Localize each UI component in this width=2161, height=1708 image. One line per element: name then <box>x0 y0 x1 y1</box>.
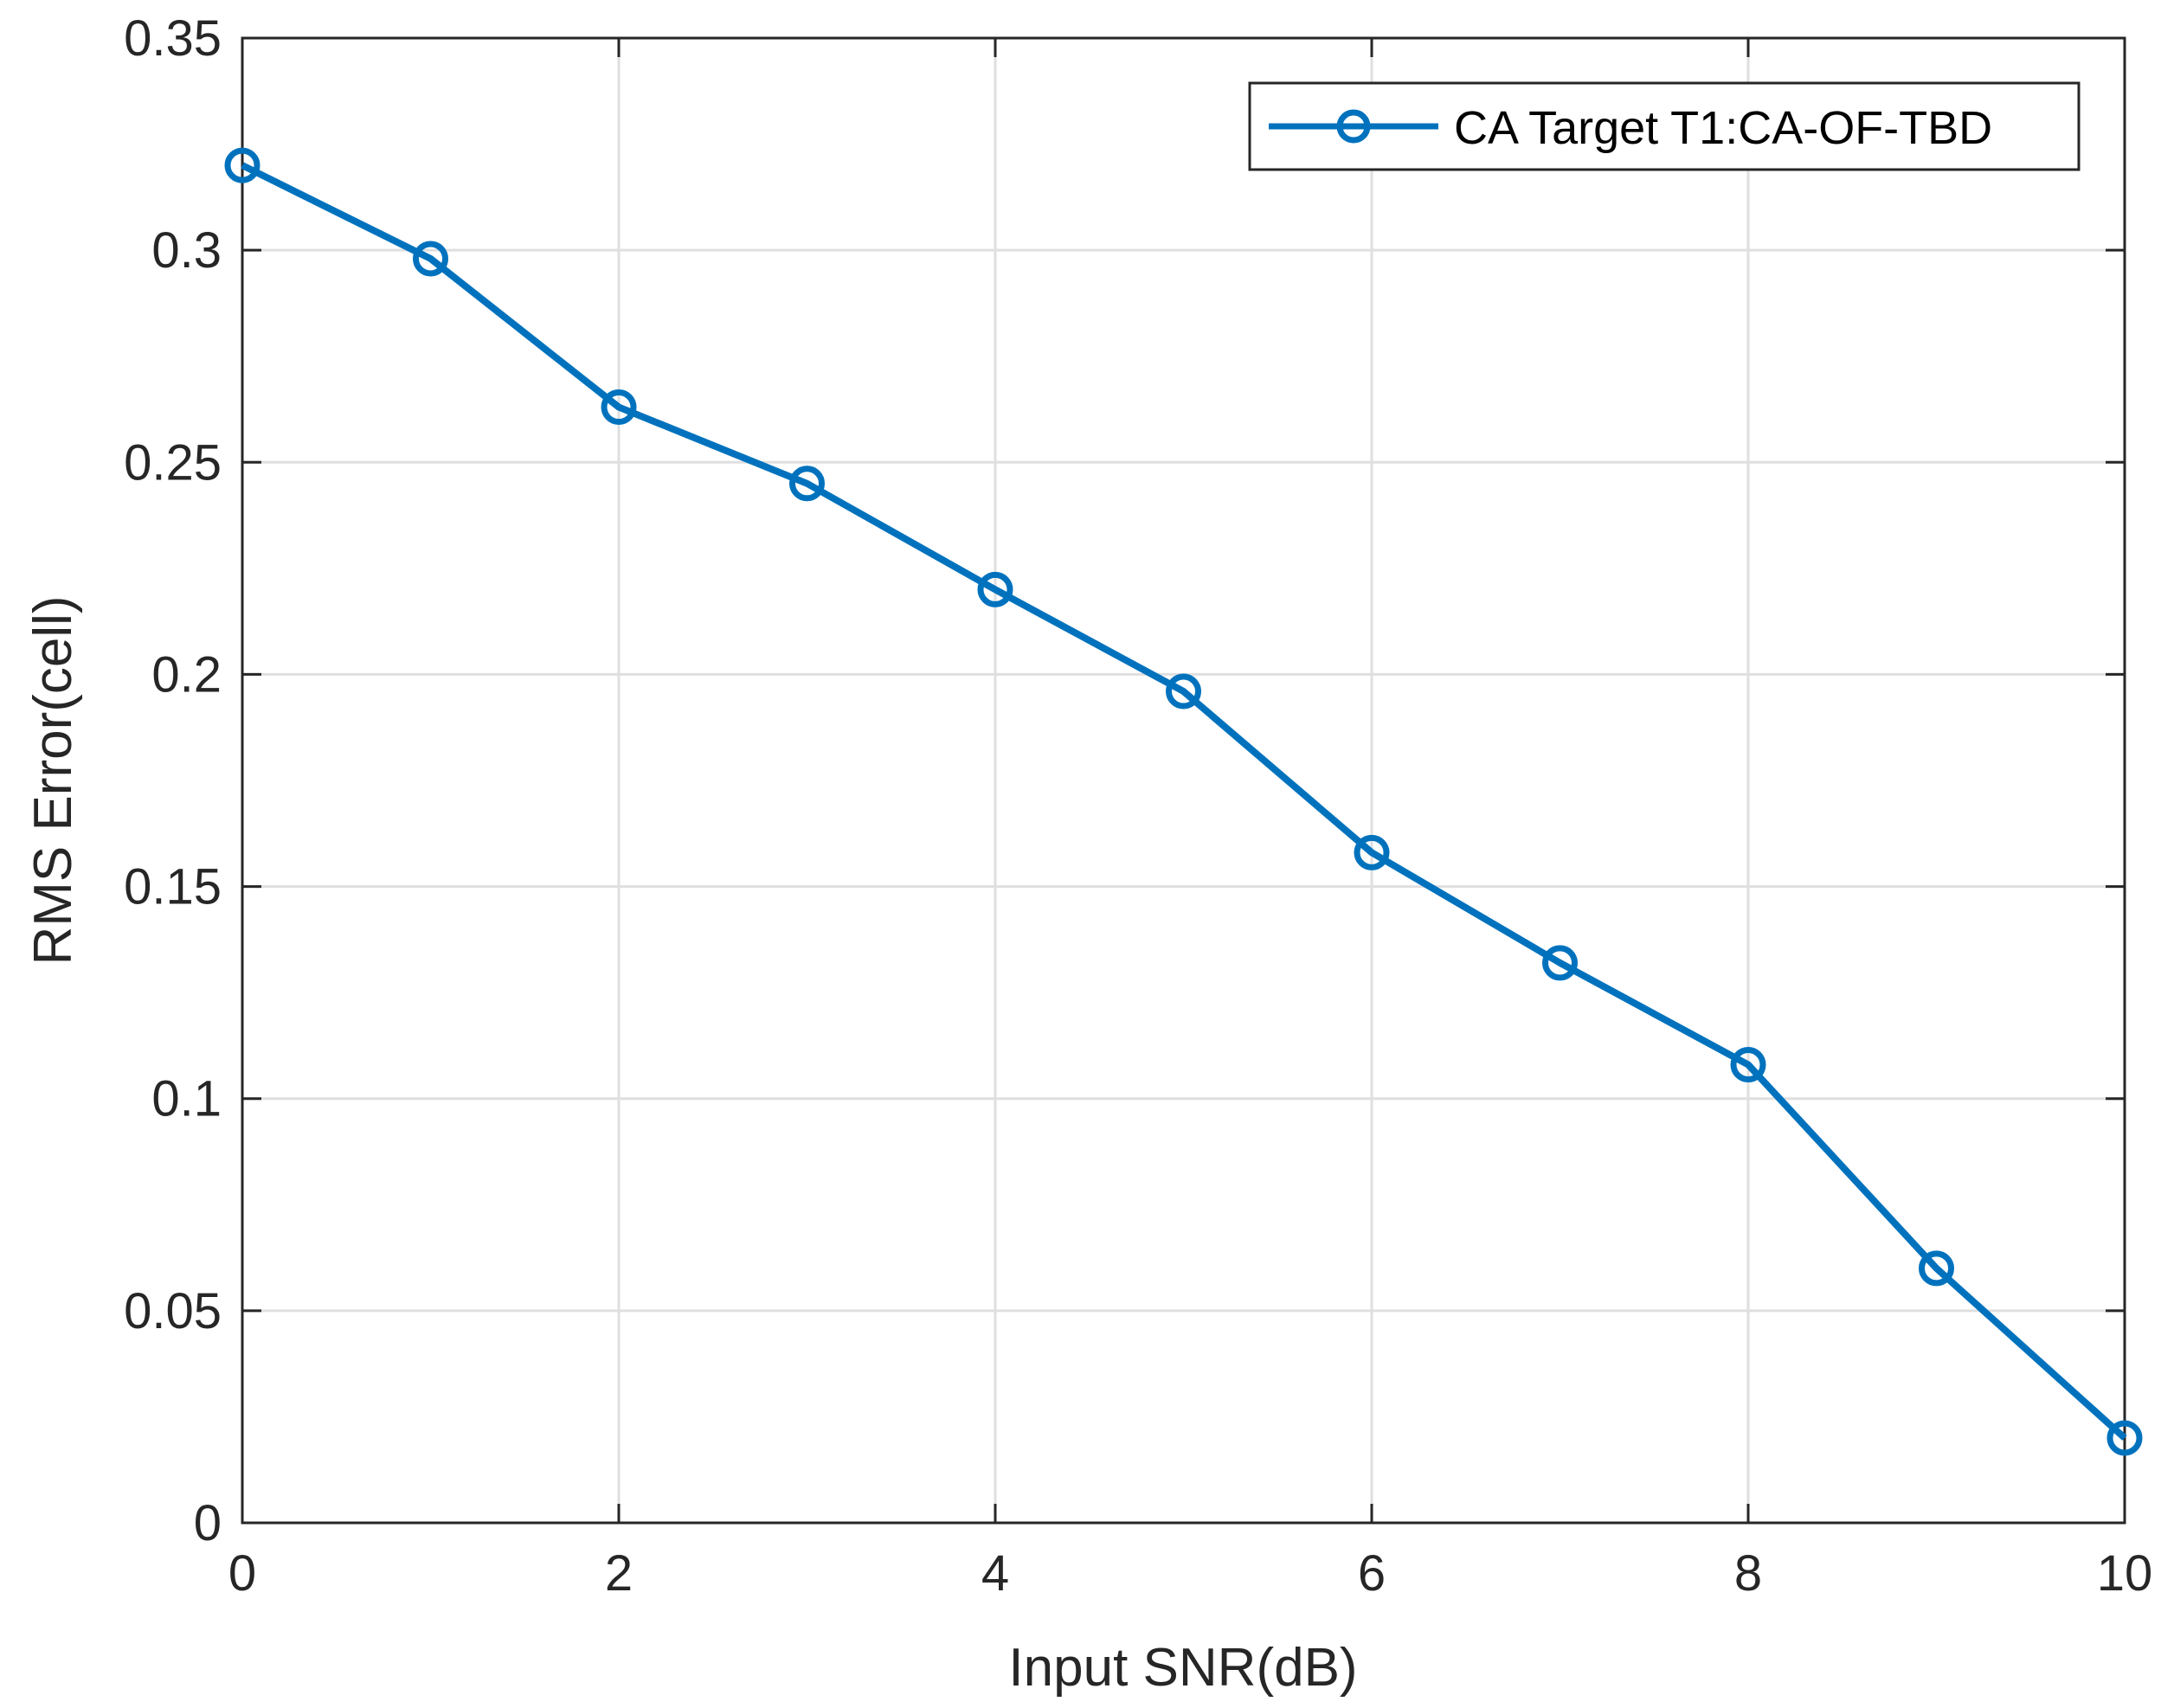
data-point-marker <box>1919 1250 1954 1287</box>
x-tick-labels: 0 2 4 6 8 10 <box>228 1545 2152 1602</box>
data-point-marker <box>1730 1046 1766 1082</box>
data-point-marker <box>601 389 637 426</box>
legend-marker <box>1336 109 1371 144</box>
y-tick-label: 0.15 <box>124 859 222 915</box>
tick-marks <box>241 36 2126 1525</box>
data-point-marker <box>224 147 260 183</box>
y-tick-labels: 0 0.05 0.1 0.15 0.2 0.25 0.3 0.35 <box>124 10 222 1551</box>
series-group <box>224 147 2143 1456</box>
y-tick-label: 0.1 <box>151 1071 222 1127</box>
data-point-marker <box>2106 1420 2143 1456</box>
y-axis-title: RMS Error(cell) <box>23 595 83 965</box>
legend-entry-label: CA Target T1:CA-OF-TBD <box>1454 102 1992 154</box>
legend: CA Target T1:CA-OF-TBD <box>1248 81 2081 171</box>
data-point-marker <box>1542 945 1578 981</box>
x-tick-label: 10 <box>2097 1545 2153 1602</box>
y-tick-label: 0.3 <box>151 222 222 279</box>
x-tick-label: 0 <box>228 1545 256 1602</box>
data-point-marker <box>1166 673 1201 710</box>
x-tick-label: 4 <box>981 1545 1009 1602</box>
series-line <box>241 162 2127 1441</box>
data-point-marker <box>789 466 825 502</box>
y-tick-label: 0.05 <box>124 1283 222 1339</box>
plot-frame <box>241 36 2126 1525</box>
grid-lines <box>242 38 2125 1523</box>
y-tick-label: 0 <box>194 1495 222 1551</box>
plot-background <box>242 38 2125 1523</box>
x-tick-label: 2 <box>605 1545 633 1602</box>
x-tick-label: 8 <box>1734 1545 1762 1602</box>
y-tick-label: 0.2 <box>151 646 222 703</box>
x-axis-title: Input SNR(dB) <box>1008 1638 1357 1698</box>
y-tick-label: 0.35 <box>124 10 222 67</box>
data-point-marker <box>1354 834 1390 870</box>
y-tick-label: 0.25 <box>124 434 222 491</box>
axes-frame <box>241 36 2126 1525</box>
data-point-marker <box>413 241 448 277</box>
data-point-marker <box>977 571 1013 607</box>
x-tick-label: 6 <box>1358 1545 1386 1602</box>
